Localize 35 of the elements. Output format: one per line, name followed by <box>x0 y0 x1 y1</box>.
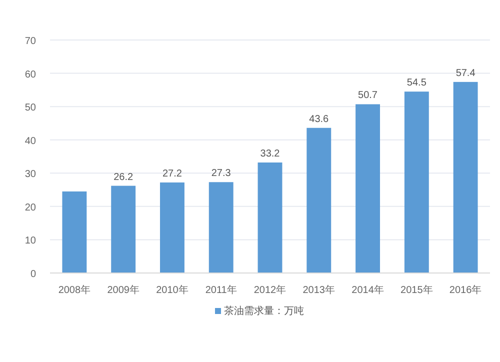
x-tick-label: 2016年 <box>449 284 482 296</box>
y-tick-label: 40 <box>24 136 36 147</box>
bar <box>208 182 234 273</box>
bar <box>160 182 184 273</box>
bar <box>62 191 87 273</box>
bar <box>306 128 332 273</box>
legend-label: 茶油需求量：万吨 <box>224 305 304 317</box>
x-tick-label: 2012年 <box>254 284 286 296</box>
x-tick-label: 2009年 <box>107 284 140 296</box>
data-label: 33.2 <box>260 148 280 160</box>
data-label: 50.7 <box>358 90 378 102</box>
bar <box>404 92 429 273</box>
x-tick-label: 2014年 <box>352 284 384 296</box>
bar <box>111 186 136 273</box>
bar <box>356 104 380 273</box>
data-label: 43.6 <box>309 114 330 125</box>
data-label: 27.3 <box>211 168 232 180</box>
y-tick-label: 20 <box>24 202 36 214</box>
data-label: 57.4 <box>456 68 476 79</box>
y-tick-label: 30 <box>24 169 36 180</box>
data-label: 27.2 <box>162 168 182 180</box>
x-tick-label: 2013年 <box>302 284 336 296</box>
y-tick-label: 0 <box>30 269 36 280</box>
y-tick-label: 60 <box>24 69 36 80</box>
x-tick-label: 2008年 <box>58 284 91 296</box>
y-tick-label: 50 <box>24 102 36 114</box>
x-tick-label: 2015年 <box>400 284 433 296</box>
bar <box>453 82 478 273</box>
bar <box>258 162 282 273</box>
y-tick-label: 10 <box>24 236 36 247</box>
x-tick-label: 2011年 <box>205 284 237 296</box>
y-tick-label: 70 <box>24 36 36 47</box>
x-tick-label: 2010年 <box>156 284 188 296</box>
data-label: 26.2 <box>114 172 134 183</box>
data-label: 54.5 <box>406 78 427 89</box>
